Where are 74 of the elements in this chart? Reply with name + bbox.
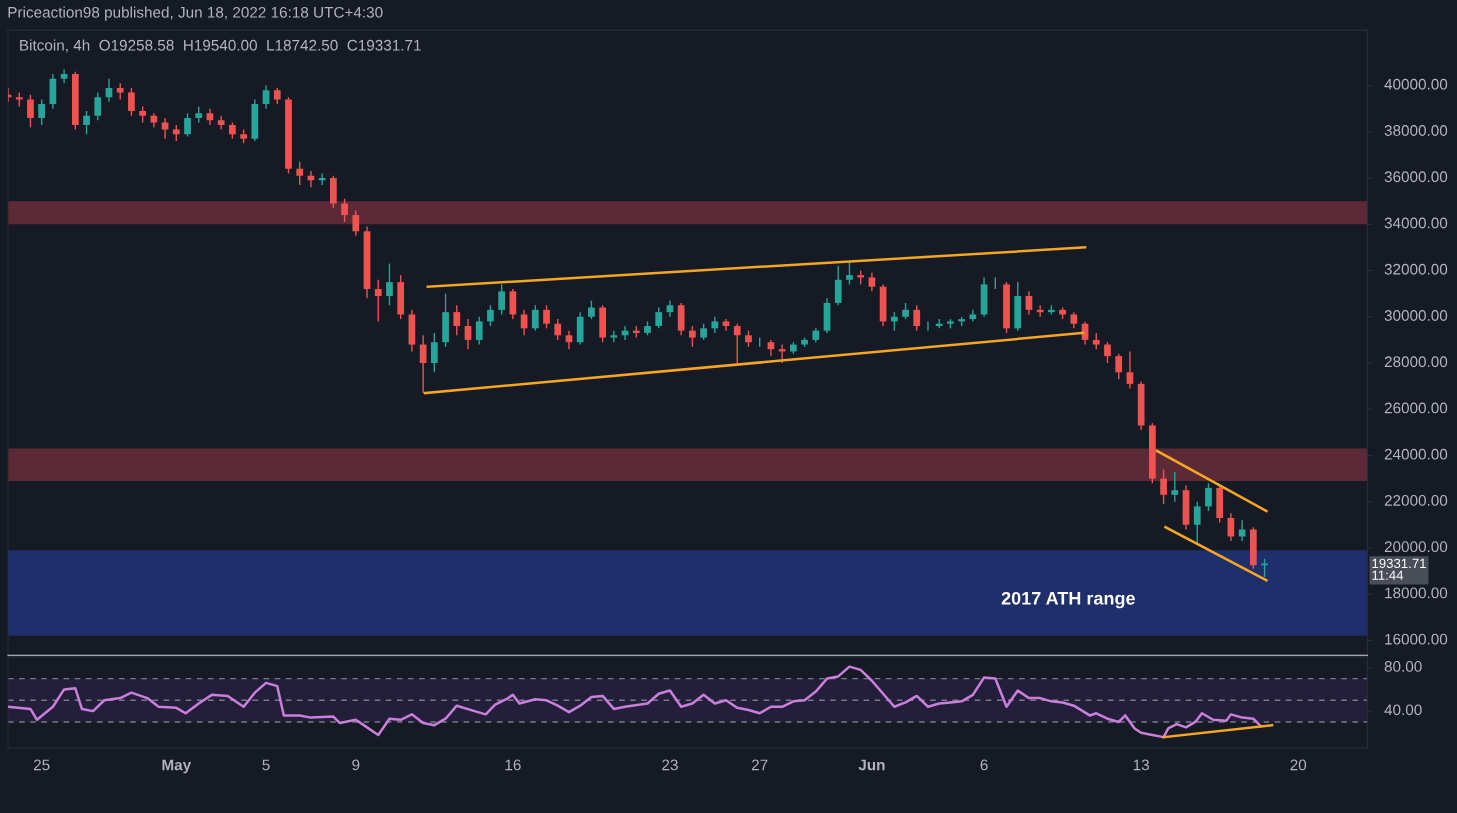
candlestick [1261, 557, 1268, 578]
candlestick [531, 304, 539, 332]
text: 19331.71 11:44 [1372, 558, 1426, 580]
candlestick [94, 91, 102, 121]
y-tick-label: 36000.00 [1384, 171, 1448, 183]
y-tick-label: 24000.00 [1384, 448, 1448, 460]
y-tick-label: 20000.00 [1384, 541, 1448, 553]
candlestick [913, 304, 921, 332]
candlestick [475, 316, 483, 346]
line-series [8, 665, 1263, 739]
candlestick [1205, 482, 1212, 512]
chart-subtitle: Priceaction98 published, Jun 18, 2022 16:18 UTC+4:30 [8, 6, 383, 21]
x-tick-label: May [162, 759, 192, 774]
y-tick-label: 80.00 [1384, 661, 1422, 672]
y-tick-label: 32000.00 [1384, 263, 1448, 275]
candlestick [588, 299, 595, 320]
x-tick-label: 6 [980, 759, 988, 771]
candlestick [1126, 350, 1134, 390]
y-tick-label: 38000.00 [1384, 125, 1448, 136]
text: Bitcoin, 4h O19258.58 H19540.00 L18742.50 C19331.71 [20, 39, 421, 53]
x-tick-label: 20 [1290, 759, 1307, 771]
candlestick [1160, 468, 1167, 505]
candlestick [487, 304, 494, 327]
candlestick [1104, 341, 1111, 364]
candlestick [498, 283, 506, 316]
candlestick [217, 114, 225, 131]
candlestick [352, 209, 360, 237]
y-tick-label: 18000.00 [1385, 587, 1448, 599]
candlestick [128, 87, 135, 117]
candlestick [610, 329, 618, 343]
candlestick [374, 279, 382, 323]
x-tick-label: 25 [33, 759, 50, 771]
y-tick-label: 40000.00 [1384, 78, 1448, 90]
candlestick [296, 161, 304, 186]
candlestick [1193, 501, 1201, 545]
y-tick-label: 40.00 [1384, 704, 1422, 716]
candlestick [868, 272, 876, 293]
candlestick [83, 110, 90, 135]
candlestick [1025, 290, 1033, 316]
candlestick [733, 323, 741, 364]
y-tick-label: 28000.00 [1384, 356, 1448, 368]
x-tick-label: 13 [1133, 759, 1149, 771]
candlestick [554, 318, 562, 341]
candlestick [890, 311, 898, 332]
candlestick [655, 306, 663, 330]
candlestick [430, 332, 438, 373]
candlestick [1171, 471, 1179, 503]
candlestick [846, 260, 853, 286]
y-tick-label: 34000.00 [1384, 217, 1448, 229]
candlestick [520, 309, 528, 336]
candlestick [464, 318, 472, 350]
candlestick [689, 325, 696, 348]
candlestick [60, 68, 68, 84]
candlestick [834, 265, 842, 306]
candlestick [1115, 353, 1123, 380]
band-label: 2017 ATH range [1001, 591, 1135, 609]
x-tick-label: 23 [662, 759, 678, 771]
candlestick [38, 98, 46, 126]
candlestick [341, 198, 348, 223]
y-tick-label: 16000.00 [1385, 633, 1448, 645]
x-tick-label: Jun [858, 759, 885, 771]
candlestick [262, 84, 270, 110]
candlestick [27, 94, 34, 128]
x-tick-label: 9 [352, 759, 360, 771]
candlestick [453, 304, 461, 336]
y-tick-label: 30000.00 [1384, 310, 1448, 321]
x-tick-label: 16 [505, 759, 521, 771]
x-tick-label: 5 [262, 759, 270, 771]
y-tick-label: 22000.00 [1384, 495, 1448, 506]
x-tick-label: 27 [751, 759, 768, 771]
candlestick [543, 304, 550, 330]
y-tick-label: 26000.00 [1384, 402, 1448, 414]
candlestick [184, 112, 191, 138]
candlestick [386, 262, 393, 306]
